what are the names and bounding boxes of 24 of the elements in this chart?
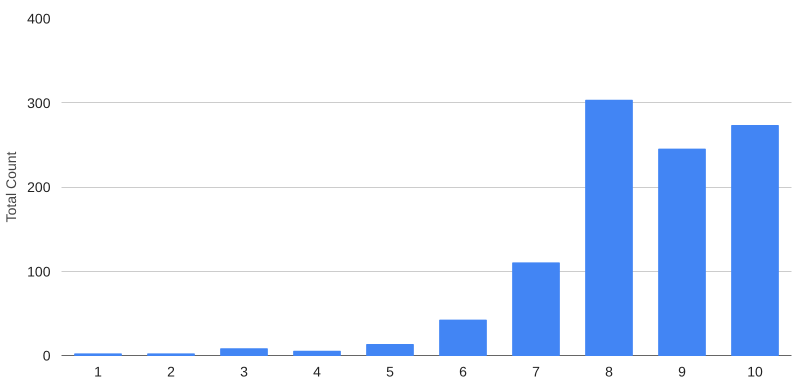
bar <box>585 100 633 356</box>
x-tick-label: 8 <box>605 364 614 379</box>
x-tick-label: 1 <box>94 364 102 379</box>
y-tick-label: 300 <box>27 94 51 111</box>
bar <box>220 348 268 356</box>
bar <box>366 344 414 356</box>
x-tick-label: 4 <box>313 364 322 379</box>
bar <box>731 124 779 356</box>
x-tick-label: 6 <box>459 364 468 379</box>
y-tick-label: 400 <box>27 10 51 26</box>
bar <box>512 262 560 356</box>
x-tick-label: 5 <box>386 364 394 379</box>
x-tick-label: 10 <box>747 364 763 379</box>
bar <box>293 350 341 356</box>
y-tick-label: 0 <box>42 348 51 364</box>
bar <box>439 320 487 356</box>
bar <box>658 148 706 356</box>
x-tick-label: 9 <box>678 364 686 379</box>
x-tick-label: 7 <box>532 364 540 379</box>
y-tick-label: 100 <box>27 263 51 280</box>
x-tick-label: 2 <box>167 364 176 379</box>
x-tick-label: 3 <box>240 364 248 379</box>
y-axis-title: Total Count <box>3 151 20 222</box>
y-tick-label: 200 <box>27 179 51 195</box>
